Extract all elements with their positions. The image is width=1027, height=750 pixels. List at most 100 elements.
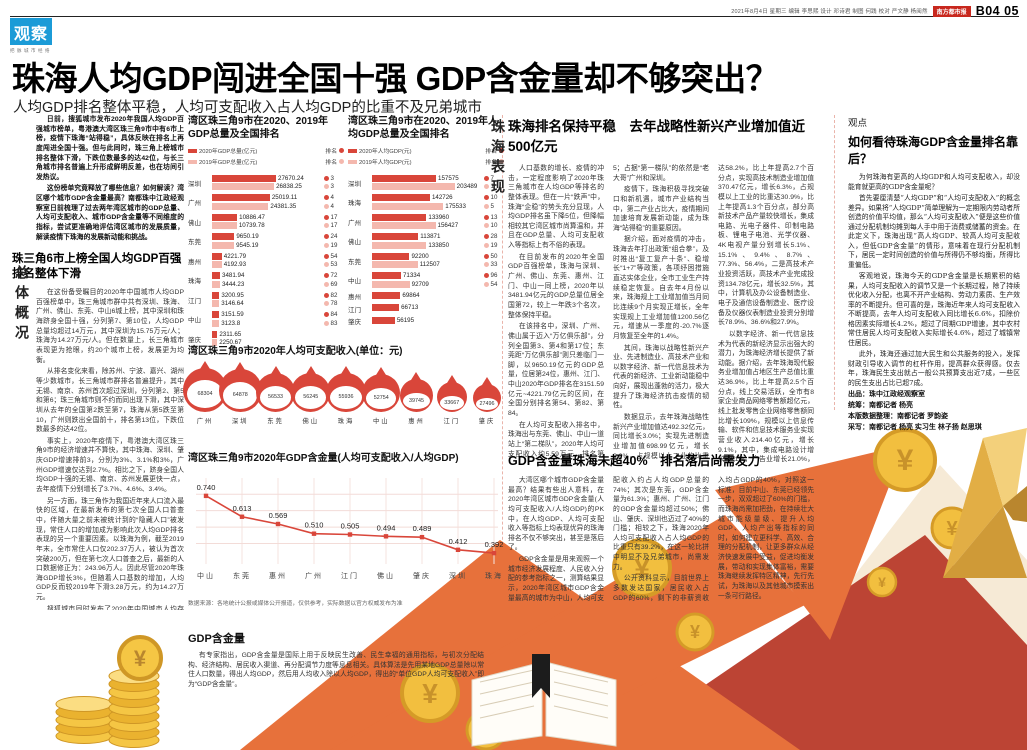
svg-text:0.510: 0.510 <box>305 521 324 530</box>
performance-section: 珠海表现 珠海排名保持平稳 去年战略性新兴产业增加值近500亿元 人口基数的增长… <box>488 115 814 466</box>
city-label: 深圳 <box>348 180 361 188</box>
city-label: 惠州 <box>408 418 425 425</box>
paragraph: 采写：南都记者 杨亮 实习生 林子扬 赵思琪 <box>848 424 982 432</box>
bar <box>212 319 220 327</box>
rank-dot <box>324 223 329 229</box>
bar-row: 江门 3200.95 3146.64 82 78 <box>188 291 344 308</box>
bar-value: 3481.94 <box>222 272 245 280</box>
bar-row: 广州 133960 156427 13 10 <box>348 213 504 230</box>
bar <box>212 311 220 319</box>
bar <box>372 174 436 182</box>
rank-value: 78 <box>330 300 338 308</box>
city-label: 江门 <box>443 418 461 425</box>
paragraph: 此外，珠海还通过加大民生和公共服务的投入，发挥财政引导收入调节的杠杆作用，提高群… <box>848 350 1020 387</box>
city-label: 惠州 <box>348 294 361 301</box>
bar-value: 4221.79 <box>223 252 247 260</box>
paragraph: 在目前发布的2020年全国GDP百强榜单，珠海与深圳、广州、佛山、东莞、惠州、江… <box>508 253 604 319</box>
rank-value: 33 <box>490 261 498 269</box>
legend-swatch-2020 <box>188 148 197 153</box>
city-label: 中山 <box>372 418 390 425</box>
bar <box>372 304 400 312</box>
rank-dot <box>324 184 329 190</box>
rank-value: 82 <box>330 291 338 299</box>
legend-rank-label: 排名 <box>325 160 337 166</box>
rank-value: 17 <box>330 213 338 221</box>
money-bag: 33667 江门 <box>435 381 469 425</box>
svg-text:广州: 广州 <box>305 571 323 580</box>
city-label: 江门 <box>188 297 201 305</box>
bar-row: 江门 66713 <box>348 304 504 314</box>
chart-disposable-income: 湾区珠三角9市2020年人均可支配收入(单位：元) 68304 广州 64878 深圳… <box>183 345 504 425</box>
opinion-title: 如何看待珠海GDP含金量排名靠后？ <box>848 135 1019 166</box>
rank-dot-2020 <box>499 148 504 153</box>
opinion-body: 为何珠海有更高的人均GDP和人均可支配收入，却没能育就更高的GDP含金量呢？ 首先… <box>848 173 1020 388</box>
svg-text:¥: ¥ <box>422 678 438 709</box>
opinion-column: 观点 如何看待珠海GDP含金量排名靠后？ 为何珠海有更高的人均GDP和人均可支配… <box>848 115 1020 434</box>
rank-dot <box>324 234 329 240</box>
money-bag: 39745 惠州 <box>400 379 434 425</box>
paragraph: 搜狐城市同时发布了2020年中国城市人均存款百强榜单，广州、深圳、佛山、珠海、中… <box>46 605 184 611</box>
city-label: 东莞 <box>348 258 361 266</box>
paragraph: 本版数据整理：南都记者 罗韵姿 <box>848 413 948 421</box>
explainer-body: 有专家指出，GDP含金量是国际上用于反映民生改善、民生幸福的通用指标，与初次分配… <box>188 651 484 690</box>
svg-text:东莞: 东莞 <box>233 571 251 580</box>
bar-value: 26838.25 <box>276 183 302 191</box>
rank-dot <box>324 214 329 220</box>
rank-dot <box>484 203 489 209</box>
bar-row: 深圳 27670.24 26838.25 3 3 <box>188 174 344 191</box>
rank-dot <box>324 292 329 298</box>
rank-value: 50 <box>490 252 498 260</box>
money-bag-icon: 52754 <box>362 374 401 412</box>
paragraph: 首先要厘清楚“人均GDP”和“人均可支配收入”的概念差异。如果将“人均GDP”简… <box>848 194 1020 269</box>
bar-value: 133850 <box>428 241 450 249</box>
bar-row: 珠海 3481.94 3444.23 72 69 <box>188 272 344 289</box>
svg-text:¥: ¥ <box>134 646 147 671</box>
bar <box>212 222 237 230</box>
bar <box>372 241 427 249</box>
bar <box>212 291 220 299</box>
paragraph: 这份榜单究竟释放了哪些信息？如何解读？湾区哪个城市GDP含金量最高？南都珠中江政… <box>36 185 184 241</box>
rank-value: 17 <box>330 222 338 230</box>
legend-swatch-2019 <box>188 159 197 164</box>
svg-text:江门: 江门 <box>341 571 359 580</box>
bar-value: 3123.8 <box>221 319 241 327</box>
bag-value: 56533 <box>259 385 292 409</box>
chart-gdp-total: 湾区珠三角9市在2020、2019年GDP总量及全国排名 2020年GDP总量(… <box>188 115 344 350</box>
svg-text:0.505: 0.505 <box>341 522 360 531</box>
city-label: 肇庆 <box>478 418 496 425</box>
rank-dot <box>324 262 329 268</box>
rank-dot <box>484 214 489 220</box>
bar <box>212 300 220 308</box>
legend-rank-label: 排名 <box>325 149 337 155</box>
money-bag-icon: 68304 <box>183 368 227 412</box>
bar-row: 佛山 113871 133850 28 19 <box>348 233 504 250</box>
bag-value: 55936 <box>330 385 362 409</box>
bar <box>212 252 222 260</box>
paragraph: 出品：珠中江政经观察室 <box>848 391 925 399</box>
chart-gold-content: 湾区珠三角9市2020年GDP含金量(人均可支配收入/人均GDP) 0.740 中… <box>188 452 504 607</box>
bar-row: 广州 25019.11 24381.35 4 4 <box>188 194 344 211</box>
rank-value: 1 <box>490 183 494 191</box>
svg-text:0.613: 0.613 <box>233 504 252 513</box>
bar-value: 113871 <box>420 233 441 241</box>
performance-body: 人口基数的增长、疫情的冲击，一定程度影响了2020年珠三角城市在人均GDP等排名… <box>508 164 814 466</box>
bar-value: 24381.35 <box>270 202 297 210</box>
rank-value: 19 <box>490 241 498 249</box>
bar-value: 4192.93 <box>223 261 247 269</box>
bar-value: 25019.11 <box>271 194 298 202</box>
rank-value: 7 <box>490 174 494 182</box>
credits: 出品：珠中江政经观察室 统筹：南都记者 杨亮 本版数据整理：南都记者 罗韵姿 采写：南… <box>848 390 1020 433</box>
svg-text:0.392: 0.392 <box>485 540 504 549</box>
bar <box>212 194 270 202</box>
city-label: 广州 <box>188 200 201 207</box>
overview-body: 在这份备受瞩目的2020年中国城市人均GDP百强榜单中，珠三角城市群中共有深圳、… <box>36 288 184 610</box>
masthead-meta: 2021年8月4日 星期三 编辑 李思熙 设计 邓诗君 制图 何践 校对 严文静… <box>731 4 1019 18</box>
paragraph: 以数字经济、新一代信息技术为代表的新经济显示出强大的潜力，为珠海经济增长提供了新… <box>718 330 814 464</box>
svg-text:肇庆: 肇庆 <box>413 571 431 580</box>
rank-value: 54 <box>330 252 338 260</box>
city-label: 珠海 <box>337 418 355 425</box>
city-label: 惠州 <box>188 258 201 266</box>
svg-text:¥: ¥ <box>878 574 886 590</box>
bag-value: 39745 <box>403 393 430 410</box>
city-label: 佛山 <box>302 418 320 425</box>
